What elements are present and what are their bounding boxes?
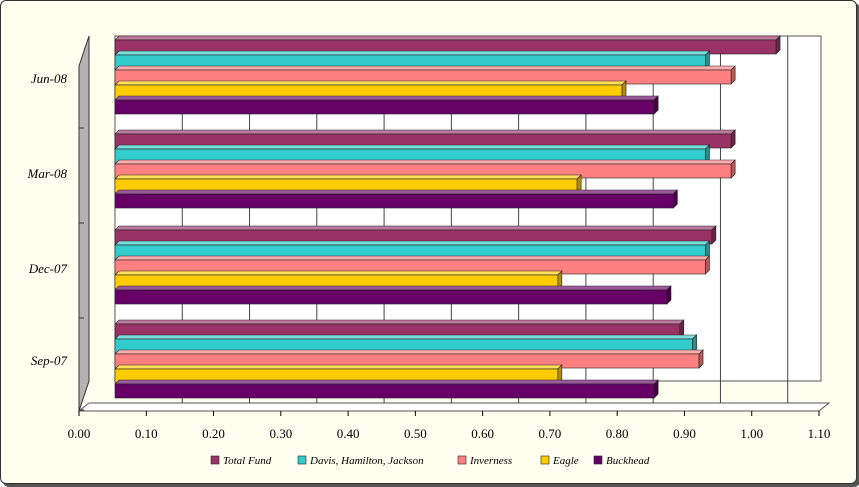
x-tick-label: 0.90 <box>673 426 696 441</box>
legend-label: Total Fund <box>223 455 272 467</box>
x-tick-label: 0.00 <box>68 426 91 441</box>
legend-swatch <box>457 455 467 465</box>
category-label: Jun-08 <box>31 71 68 86</box>
x-tick-label: 0.40 <box>337 426 360 441</box>
bar-buckhead-jun-08 <box>114 95 659 115</box>
bar-eagle-dec-07 <box>114 270 563 290</box>
bar-total-fund-mar-08 <box>114 129 736 149</box>
bar-buckhead-dec-07 <box>114 285 672 305</box>
x-tick-label: 0.10 <box>135 426 158 441</box>
bar-eagle-mar-08 <box>114 174 582 194</box>
legend-label: Buckhead <box>606 455 650 467</box>
x-tick-label: 0.60 <box>471 426 494 441</box>
bar-davis-hamilton-jackson-dec-07 <box>114 240 711 260</box>
x-tick-label: 0.30 <box>269 426 292 441</box>
bar-buckhead-sep-07 <box>114 379 659 399</box>
legend-label: Davis, Hamilton, Jackson <box>309 455 424 467</box>
x-tick-label: 0.20 <box>202 426 225 441</box>
legend-swatch <box>297 455 307 465</box>
category-label: Mar-08 <box>27 166 68 181</box>
bar-davis-hamilton-jackson-mar-08 <box>114 144 711 164</box>
bar-inverness-mar-08 <box>114 159 736 179</box>
legend-label: Inverness <box>469 455 512 467</box>
x-tick-label: 1.10 <box>808 426 831 441</box>
category-label: Dec-07 <box>28 261 68 276</box>
bar-eagle-jun-08 <box>114 80 627 100</box>
legend-swatch <box>210 455 220 465</box>
plot-floor <box>77 402 831 412</box>
legend-swatch <box>593 455 603 465</box>
bar-total-fund-sep-07 <box>114 319 685 339</box>
x-tick-label: 0.50 <box>404 426 427 441</box>
bar-total-fund-dec-07 <box>114 225 717 245</box>
bar-davis-hamilton-jackson-sep-07 <box>114 334 698 354</box>
bar-eagle-sep-07 <box>114 364 563 384</box>
legend-label: Eagle <box>552 455 579 467</box>
bar-buckhead-mar-08 <box>114 189 679 209</box>
bar-total-fund-jun-08 <box>114 35 781 55</box>
bar-davis-hamilton-jackson-jun-08 <box>114 50 711 70</box>
x-tick-label: 0.80 <box>606 426 629 441</box>
legend-swatch <box>540 455 550 465</box>
x-tick-label: 0.70 <box>539 426 562 441</box>
x-tick-label: 1.00 <box>740 426 763 441</box>
category-label: Sep-07 <box>31 353 68 368</box>
